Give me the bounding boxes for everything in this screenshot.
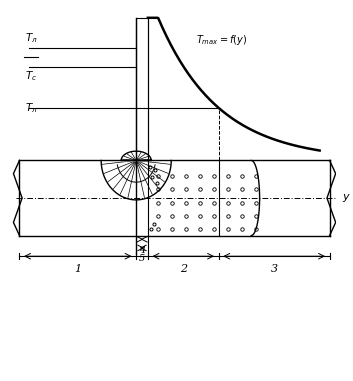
Text: $T_л$: $T_л$: [25, 31, 38, 45]
Text: $T_{max}=f(y)$: $T_{max}=f(y)$: [196, 33, 247, 47]
Text: $T_л$: $T_л$: [25, 101, 38, 115]
Text: 3: 3: [271, 264, 278, 274]
Bar: [136, 18, 148, 160]
Text: $T_c$: $T_c$: [25, 70, 38, 83]
Polygon shape: [121, 151, 151, 160]
Text: 5: 5: [139, 255, 145, 263]
Text: 4: 4: [139, 246, 145, 255]
Bar: [136, 18, 148, 160]
Text: 2: 2: [180, 264, 187, 274]
Text: $y$: $y$: [342, 192, 351, 204]
Text: 1: 1: [74, 264, 82, 274]
